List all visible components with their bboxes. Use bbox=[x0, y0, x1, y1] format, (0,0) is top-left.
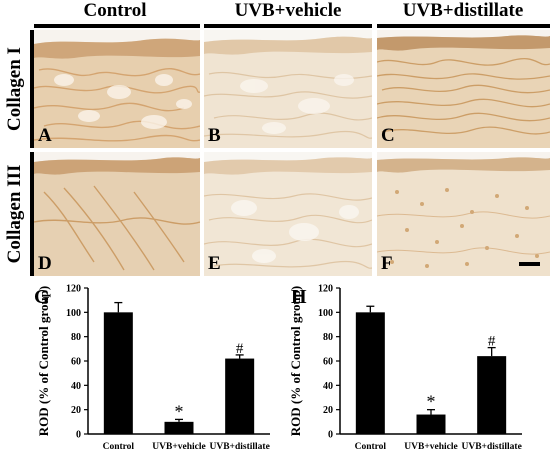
panel-letter-d: D bbox=[38, 253, 52, 274]
chart-g-y-tick-label-20: 20 bbox=[71, 405, 81, 416]
micrograph-panel-b: B bbox=[204, 30, 372, 148]
chart-g-bar-1 bbox=[164, 421, 194, 434]
panel-letter-c: C bbox=[381, 125, 395, 146]
chart-g-annotation-1: * bbox=[175, 401, 184, 421]
chart-g-bar-0 bbox=[103, 312, 133, 434]
column-header-control: Control bbox=[83, 0, 147, 21]
column-header-uvb-vehicle: UVB+vehicle bbox=[234, 0, 342, 21]
chart-letter-g: G bbox=[34, 286, 50, 308]
column-bar-uvb-vehicle bbox=[204, 24, 372, 28]
row-bar-collagen-i bbox=[30, 30, 34, 148]
chart-g-bar-2 bbox=[225, 358, 255, 434]
column-bar-control bbox=[34, 24, 200, 28]
chart-letter-h: H bbox=[291, 286, 307, 308]
chart-h-category-label-0: Control bbox=[355, 442, 387, 452]
chart-g-category-label-0: Control bbox=[103, 442, 135, 452]
chart-h-annotation-1: * bbox=[427, 392, 436, 412]
chart-g-category-label-2: UVB+distillate bbox=[210, 442, 270, 452]
panel-letter-f: F bbox=[381, 253, 393, 274]
micrograph-panel-e: E bbox=[204, 152, 372, 276]
chart-h-y-tick-label-60: 60 bbox=[323, 357, 333, 368]
row-bar-collagen-iii bbox=[30, 152, 34, 276]
panel-letter-e: E bbox=[208, 253, 221, 274]
chart-h-annotation-2: # bbox=[488, 334, 496, 350]
bar-chart-h: ROD (% of Control group) 0 20 40 60 80 100 120 C… bbox=[272, 280, 550, 454]
chart-h-bar-2 bbox=[477, 356, 507, 434]
row-label-collagen-iii: Collagen III bbox=[4, 164, 25, 264]
chart-h-y-axis-label: ROD (% of Control group) bbox=[288, 286, 303, 436]
chart-h-y-tick-label-40: 40 bbox=[323, 381, 333, 392]
column-header-uvb-distillate: UVB+distillate bbox=[402, 0, 524, 21]
chart-g-y-tick-label-40: 40 bbox=[71, 381, 81, 392]
chart-h-bar-0 bbox=[355, 312, 385, 434]
chart-g-annotation-2: # bbox=[236, 341, 244, 357]
column-bar-uvb-distillate bbox=[377, 24, 550, 28]
micrograph-panel-c: C bbox=[377, 30, 550, 148]
scale-bar bbox=[519, 262, 540, 266]
micrograph-panel-f: F bbox=[377, 152, 550, 276]
micrograph-panel-a: A bbox=[34, 30, 200, 148]
chart-h-y-tick-label-100: 100 bbox=[318, 308, 333, 319]
chart-h-y-tick-label-120: 120 bbox=[318, 284, 333, 295]
chart-h-y-tick-label-80: 80 bbox=[323, 332, 333, 343]
chart-g-y-tick-label-120: 120 bbox=[66, 284, 81, 295]
chart-g-y-tick-label-0: 0 bbox=[76, 430, 81, 441]
panel-letter-a: A bbox=[38, 125, 52, 146]
chart-g-y-tick-label-60: 60 bbox=[71, 357, 81, 368]
row-label-collagen-i: Collagen I bbox=[4, 47, 25, 131]
micrograph-panel-d: D bbox=[34, 152, 200, 276]
chart-h-category-label-2: UVB+distillate bbox=[462, 442, 522, 452]
chart-g-y-axis-label: ROD (% of Control group) bbox=[36, 286, 51, 436]
chart-h-bar-1 bbox=[416, 414, 446, 434]
panel-letter-b: B bbox=[208, 125, 221, 146]
chart-h-y-tick-label-0: 0 bbox=[328, 430, 333, 441]
chart-g-y-tick-label-80: 80 bbox=[71, 332, 81, 343]
chart-h-y-tick-label-20: 20 bbox=[323, 405, 333, 416]
chart-g-y-tick-label-100: 100 bbox=[66, 308, 81, 319]
chart-h-category-label-1: UVB+vehicle bbox=[404, 442, 457, 452]
chart-g-category-label-1: UVB+vehicle bbox=[152, 442, 205, 452]
bar-chart-g: ROD (% of Control group) 0 20 40 60 80 100 120 C… bbox=[0, 280, 272, 454]
